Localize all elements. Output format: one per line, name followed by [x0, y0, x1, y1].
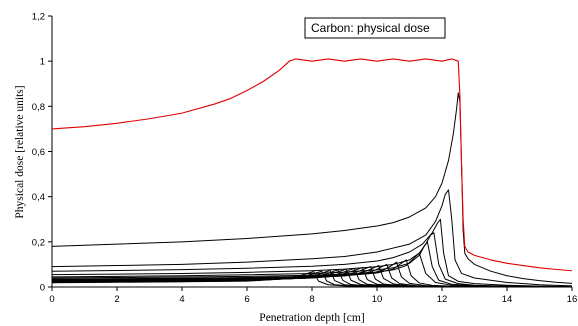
series-line-peak-3: [52, 218, 572, 288]
y-tick-label: 0: [40, 283, 45, 294]
series-line-peak-5: [52, 241, 572, 288]
series-layer: [52, 58, 572, 288]
x-tick-label: 6: [244, 294, 249, 305]
x-tick-label: 10: [372, 294, 383, 305]
axes: [51, 16, 572, 288]
series-line-peak-1: [52, 92, 572, 284]
x-tick-label: 16: [567, 294, 578, 305]
x-tick-label: 12: [437, 294, 448, 305]
y-ticks: 0 0,2 0,4 0,6 0,8 1 1,2: [32, 12, 52, 294]
y-tick-label: 0,2: [32, 237, 45, 248]
series-line-peak-7: [52, 259, 572, 288]
y-tick-label: 1,2: [32, 12, 45, 23]
x-ticks: 0 2 4 6 8 10 12 14 16: [49, 287, 577, 305]
legend-box: [304, 17, 446, 39]
series-line-peak-6: [52, 252, 572, 288]
legend-entry-label: Carbon: physical dose: [311, 21, 430, 35]
legend: Carbon: physical dose: [304, 17, 446, 39]
series-line-total-dose: [52, 58, 572, 272]
y-axis-title: Physical dose [relative units]: [14, 85, 26, 218]
x-axis-title: Penetration depth [cm]: [259, 312, 364, 324]
series-line-peak-2: [52, 189, 572, 287]
x-tick-label: 0: [49, 294, 54, 305]
x-tick-label: 14: [502, 294, 513, 305]
y-tick-label: 0,4: [32, 192, 45, 203]
x-tick-label: 2: [114, 294, 119, 305]
x-tick-label: 4: [179, 294, 184, 305]
x-tick-label: 8: [309, 294, 314, 305]
series-line-peak-18: [52, 271, 572, 288]
y-tick-label: 0,8: [32, 102, 45, 113]
y-tick-label: 1: [40, 57, 45, 68]
y-tick-label: 0,6: [32, 147, 45, 158]
